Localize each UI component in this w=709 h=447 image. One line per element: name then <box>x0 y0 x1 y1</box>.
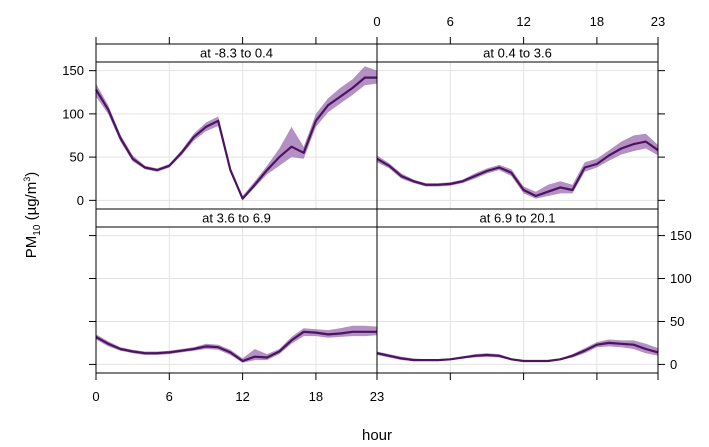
x-tick-label-bottom-6: 6 <box>166 389 173 404</box>
panel-2-band <box>377 133 658 199</box>
x-tick-label-bottom-12: 12 <box>235 389 249 404</box>
x-tick-label-top-12: 12 <box>516 14 530 29</box>
y-axis-title: PM10 (µg/m3) <box>22 172 43 258</box>
x-tick-label-top-0: 0 <box>373 14 380 29</box>
panel-3-strip-label: at 3.6 to 6.9 <box>202 211 271 226</box>
x-tick-label-bottom-0: 0 <box>92 389 99 404</box>
mean-lines <box>95 76 659 363</box>
y-tick-label-left-100: 100 <box>62 106 84 121</box>
panel-1-mean-line <box>95 76 377 200</box>
y-axis-title-subscript: 10 <box>32 224 43 236</box>
y-tick-label-right-150: 150 <box>670 228 692 243</box>
y-tick-label-right-50: 50 <box>670 314 684 329</box>
y-axis-title-unit: (µg/m <box>23 182 40 225</box>
y-axis-title-superscript: 3 <box>22 177 32 182</box>
y-axis-title-main: PM <box>23 236 40 259</box>
x-tick-label-bottom-18: 18 <box>309 389 323 404</box>
panel-2-strip-label: at 0.4 to 3.6 <box>483 46 552 61</box>
panel-2-strip <box>376 43 659 63</box>
panel-2-frame <box>376 61 659 210</box>
panel-1-band <box>96 66 377 201</box>
panel-strips: at -8.3 to 0.4 at 0.4 to 3.6 at 3.6 to 6.9… <box>95 43 659 228</box>
x-tick-label-top-23: 23 <box>651 14 665 29</box>
y-tick-label-left-0: 0 <box>77 193 84 208</box>
panel-3-mean-line <box>95 330 377 363</box>
y-tick-label-right-100: 100 <box>670 271 692 286</box>
grid-lines <box>96 62 658 373</box>
y-tick-label-left-150: 150 <box>62 63 84 78</box>
panel-1-strip-label: at -8.3 to 0.4 <box>200 46 273 61</box>
panel-4-frame <box>376 226 659 374</box>
axes: 0 6 12 18 23 0 6 12 18 23 0 50 100 150 0 50 100 150 <box>62 14 691 404</box>
x-tick-label-bottom-23: 23 <box>370 389 384 404</box>
panel-2-mean-line <box>376 140 659 198</box>
x-axis-title: hour <box>362 427 392 444</box>
y-tick-label-right-0: 0 <box>670 357 677 372</box>
y-tick-label-left-50: 50 <box>70 150 84 165</box>
y-axis-title-unit-close: ) <box>23 172 40 177</box>
x-tick-label-top-18: 18 <box>590 14 604 29</box>
panel-4-mean-line <box>376 341 659 363</box>
panel-4-strip-label: at 6.9 to 20.1 <box>480 211 556 226</box>
panel-4-strip <box>376 208 659 228</box>
x-tick-label-top-6: 6 <box>447 14 454 29</box>
